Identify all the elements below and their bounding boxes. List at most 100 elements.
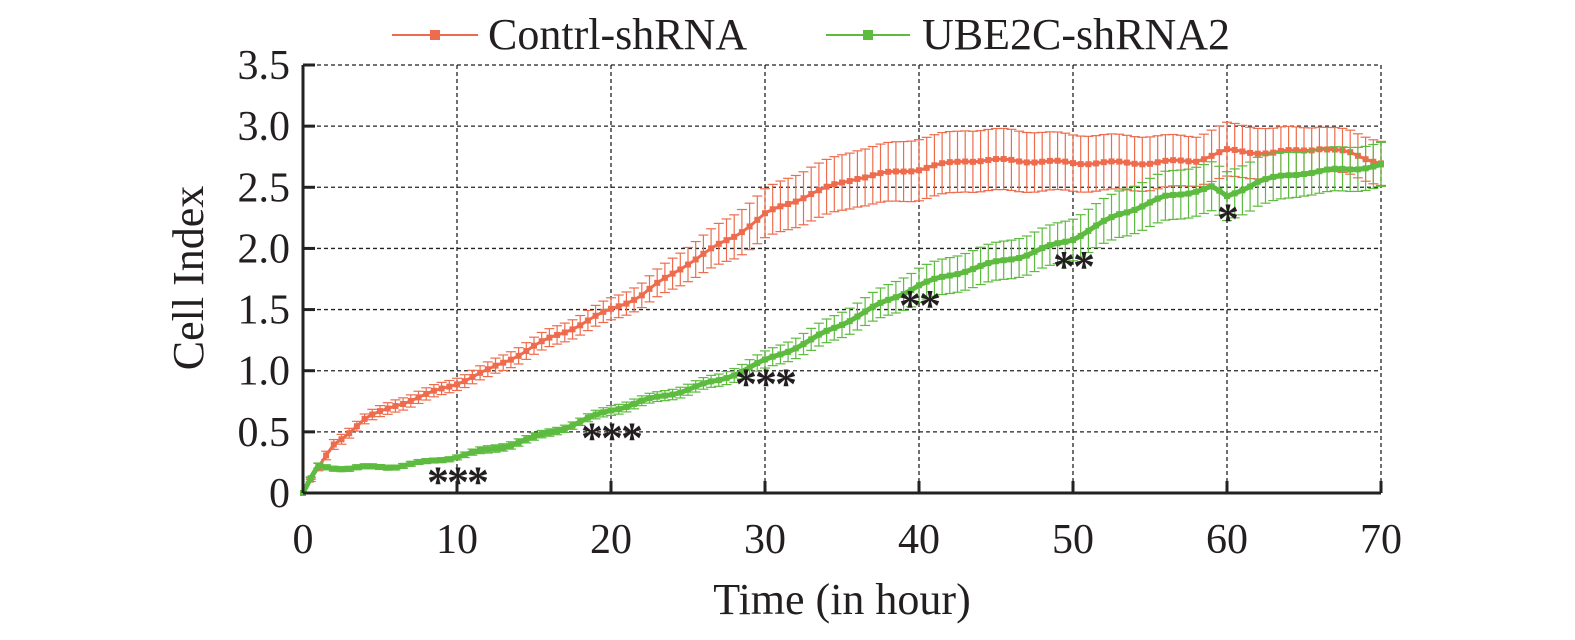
data-point [492,445,499,452]
y-axis-label: Cell Index [164,186,213,371]
data-point [839,321,845,328]
data-point [608,407,614,414]
data-point [769,353,776,360]
data-point [993,258,999,265]
data-point [1039,245,1046,252]
data-point [1147,199,1153,206]
data-point [1301,171,1307,178]
data-point [569,326,576,333]
data-point [916,282,922,289]
y-tick-label: 0.5 [238,410,291,456]
data-point [1200,186,1207,193]
data-point [661,274,668,281]
data-point [538,338,545,345]
data-point [1100,159,1107,166]
data-point [1185,158,1192,165]
data-point [1301,147,1307,154]
data-point [800,195,807,202]
data-point [469,449,476,456]
data-point [923,164,930,171]
data-point [454,454,460,461]
data-point [908,168,915,175]
data-point [738,229,745,236]
data-point [869,303,876,310]
data-point [931,162,938,169]
data-point [346,465,353,472]
data-point [1016,158,1023,165]
data-point [900,291,907,298]
data-point [469,374,476,381]
data-point [946,159,953,166]
data-point [554,331,561,338]
data-point [708,378,715,385]
data-point [353,423,360,430]
data-point [1108,214,1115,221]
significance-marker: ** [1053,242,1094,291]
data-point [923,278,930,285]
data-point [1177,157,1184,164]
data-point [1123,209,1130,216]
data-point [1270,173,1277,180]
legend-marker-ube2c [863,30,873,40]
data-point [1208,152,1215,159]
data-point [592,411,599,418]
data-point [677,389,684,396]
data-point [1177,191,1184,198]
data-point [546,334,553,341]
data-point [1262,176,1269,183]
data-point [646,285,653,292]
data-point [685,261,691,268]
data-point [1046,242,1053,249]
data-point [969,158,976,165]
series-layer [300,121,1386,496]
data-point [1216,149,1223,156]
data-point [531,342,537,349]
data-point [330,465,337,472]
data-point [762,210,768,217]
data-point [862,174,869,181]
data-point [415,458,422,465]
data-point [608,305,614,312]
significance-marker: *** [581,413,642,462]
data-point [1247,149,1254,156]
data-point [1339,165,1346,172]
data-point [461,378,468,385]
data-point [808,336,815,343]
data-point [715,240,722,247]
data-point [869,172,876,179]
x-tick-label: 10 [436,517,478,563]
data-point [654,393,661,400]
data-point [531,433,537,440]
data-point [1316,168,1323,175]
data-point [1293,147,1300,154]
data-point [954,158,961,165]
data-point [1070,237,1076,244]
data-point [377,408,383,415]
data-point [815,187,822,194]
data-point [962,158,969,165]
data-point [808,191,815,198]
x-axis-label: Time (in hour) [713,575,971,624]
data-point [1046,157,1053,164]
data-point [1362,165,1369,172]
data-point [669,270,676,277]
data-point [1170,191,1177,198]
data-point [731,372,738,379]
data-point [1116,211,1123,218]
data-point [877,299,884,306]
data-point [615,406,622,413]
data-point [985,260,992,267]
data-point [1239,148,1246,155]
data-point [900,168,907,175]
data-point [715,377,722,384]
data-point [700,250,707,257]
data-point [1224,193,1230,200]
data-point [1277,172,1284,179]
data-point [892,294,899,301]
data-point [1070,160,1076,167]
data-point [661,392,668,399]
data-point [384,464,391,471]
data-point [500,444,507,451]
data-point [407,397,414,404]
